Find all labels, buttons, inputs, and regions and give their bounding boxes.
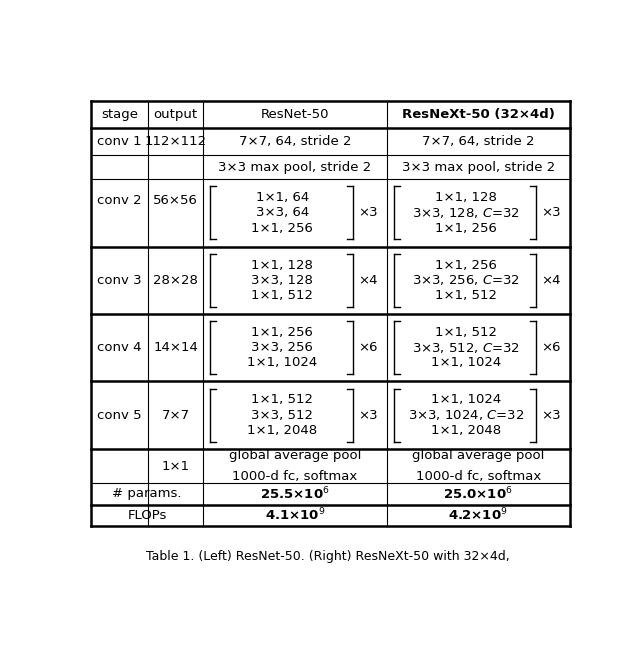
Text: 1×1, 2048: 1×1, 2048 <box>247 424 317 437</box>
Text: ×4: ×4 <box>541 274 561 287</box>
Text: ×6: ×6 <box>541 341 561 354</box>
Text: 3×3, 64: 3×3, 64 <box>256 207 309 219</box>
Text: 1×1, 512: 1×1, 512 <box>435 289 497 302</box>
Text: 56×56: 56×56 <box>154 194 198 207</box>
Text: 1×1, 512: 1×1, 512 <box>435 326 497 339</box>
Text: 3×3, 128: 3×3, 128 <box>252 274 314 287</box>
Text: ResNeXt-50 (32×4d): ResNeXt-50 (32×4d) <box>402 108 555 121</box>
Text: 1×1, 128: 1×1, 128 <box>252 258 314 272</box>
Text: FLOPs: FLOPs <box>127 508 166 522</box>
Text: 1×1, 64: 1×1, 64 <box>256 192 309 204</box>
Text: ×3: ×3 <box>541 409 561 422</box>
Text: 1000-d fc, softmax: 1000-d fc, softmax <box>415 470 541 483</box>
Text: 3×3 max pool, stride 2: 3×3 max pool, stride 2 <box>402 161 555 174</box>
Text: conv 4: conv 4 <box>97 341 142 354</box>
Text: 3×3, 256: 3×3, 256 <box>252 341 314 354</box>
Text: conv 5: conv 5 <box>97 409 142 422</box>
Text: global average pool: global average pool <box>228 449 361 462</box>
Text: 1×1, 256: 1×1, 256 <box>435 222 497 235</box>
Text: 1×1, 1024: 1×1, 1024 <box>431 356 501 369</box>
Text: 1000-d fc, softmax: 1000-d fc, softmax <box>232 470 357 483</box>
Text: ×3: ×3 <box>358 409 378 422</box>
Text: 14×14: 14×14 <box>154 341 198 354</box>
Text: # params.: # params. <box>112 487 182 501</box>
Text: 3×3, 128, $\it{C}$=32: 3×3, 128, $\it{C}$=32 <box>412 206 520 220</box>
Text: stage: stage <box>101 108 138 121</box>
Text: conv 3: conv 3 <box>97 274 142 287</box>
Text: ×6: ×6 <box>358 341 378 354</box>
Text: ×4: ×4 <box>358 274 378 287</box>
Text: global average pool: global average pool <box>412 449 545 462</box>
Text: 1×1, 128: 1×1, 128 <box>435 192 497 204</box>
Text: 4.1×10$^{9}$: 4.1×10$^{9}$ <box>264 507 325 523</box>
Text: 1×1, 512: 1×1, 512 <box>252 289 314 302</box>
Text: 1×1, 256: 1×1, 256 <box>435 258 497 272</box>
Text: ResNet-50: ResNet-50 <box>260 108 329 121</box>
Text: 1×1, 256: 1×1, 256 <box>252 326 314 339</box>
Text: 1×1, 512: 1×1, 512 <box>252 394 314 407</box>
Text: 112×112: 112×112 <box>145 135 207 148</box>
Text: 3×3, 256, $\it{C}$=32: 3×3, 256, $\it{C}$=32 <box>412 274 520 287</box>
Text: conv 2: conv 2 <box>97 194 142 207</box>
Text: 1×1, 1024: 1×1, 1024 <box>247 356 317 369</box>
Text: Table 1. (Left) ResNet-50. (Right) ResNeXt-50 with 32×4d,: Table 1. (Left) ResNet-50. (Right) ResNe… <box>146 550 510 563</box>
Text: 7×7, 64, stride 2: 7×7, 64, stride 2 <box>422 135 534 148</box>
Text: 1×1, 1024: 1×1, 1024 <box>431 394 501 407</box>
Text: 1×1, 256: 1×1, 256 <box>252 222 314 235</box>
Text: conv 1: conv 1 <box>97 135 142 148</box>
Text: 25.0×10$^{6}$: 25.0×10$^{6}$ <box>444 485 513 502</box>
Text: 1×1, 2048: 1×1, 2048 <box>431 424 501 437</box>
Text: 7×7, 64, stride 2: 7×7, 64, stride 2 <box>239 135 351 148</box>
Text: 4.2×10$^{9}$: 4.2×10$^{9}$ <box>449 507 508 523</box>
Text: 3×3, 512: 3×3, 512 <box>252 409 314 422</box>
Text: 3×3 max pool, stride 2: 3×3 max pool, stride 2 <box>218 161 371 174</box>
Text: output: output <box>154 108 198 121</box>
Text: 28×28: 28×28 <box>154 274 198 287</box>
Text: 25.5×10$^{6}$: 25.5×10$^{6}$ <box>260 485 330 502</box>
Text: ×3: ×3 <box>541 207 561 219</box>
Text: ×3: ×3 <box>358 207 378 219</box>
Text: 3×3, 1024, $\it{C}$=32: 3×3, 1024, $\it{C}$=32 <box>408 408 524 422</box>
Text: 1×1: 1×1 <box>162 460 190 472</box>
Text: 3×3, 512, $\it{C}$=32: 3×3, 512, $\it{C}$=32 <box>412 340 520 355</box>
Text: 7×7: 7×7 <box>162 409 190 422</box>
